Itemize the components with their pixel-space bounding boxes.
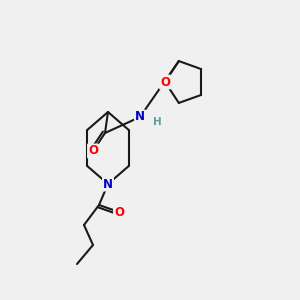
Text: O: O [88, 145, 98, 158]
Text: O: O [114, 206, 124, 218]
Text: N: N [135, 110, 145, 124]
Text: H: H [153, 117, 161, 127]
Text: N: N [103, 178, 113, 190]
Text: O: O [160, 76, 170, 88]
